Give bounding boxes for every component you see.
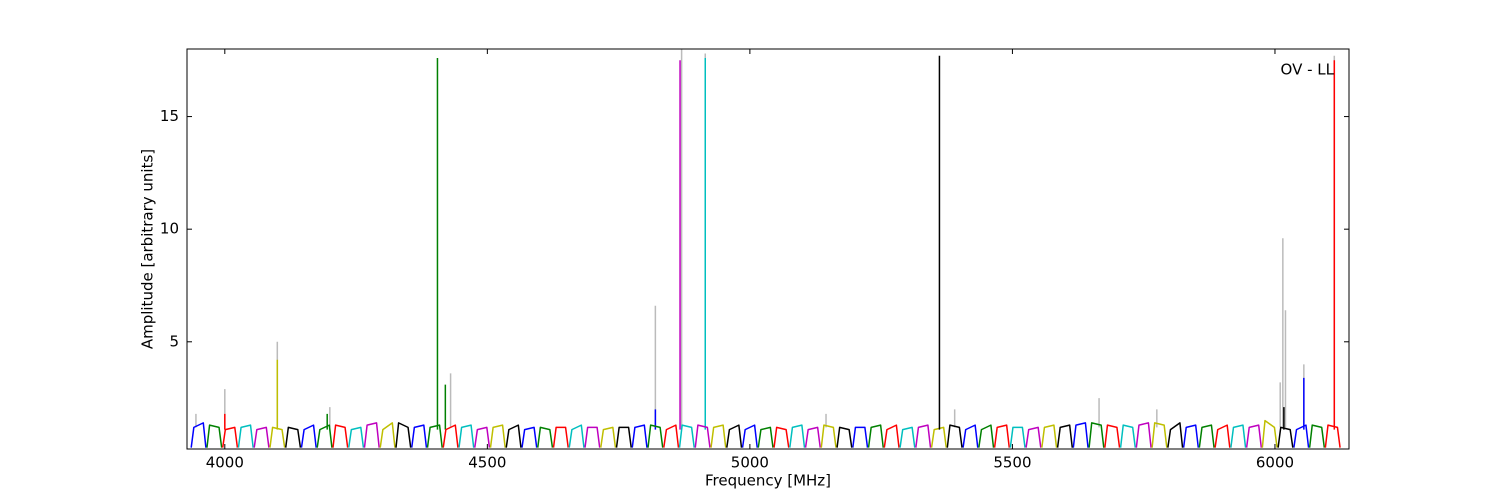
series-line xyxy=(206,58,1326,448)
series-line xyxy=(284,55,1294,448)
x-tick-label: 4500 xyxy=(468,454,506,472)
annotation: OV - LL xyxy=(1281,61,1335,79)
series-line xyxy=(190,377,1310,448)
y-axis-label: Amplitude [arbitrary units] xyxy=(139,149,157,349)
y-tick-label: 10 xyxy=(160,220,179,238)
x-tick-label: 5000 xyxy=(731,454,769,472)
x-tick-label: 5500 xyxy=(993,454,1031,472)
y-tick-label: 5 xyxy=(169,332,179,350)
x-tick-label: 6000 xyxy=(1256,454,1294,472)
plot-area xyxy=(190,49,1341,448)
axes-frame xyxy=(186,48,1350,450)
series-line xyxy=(221,60,1341,448)
series-line xyxy=(237,58,1247,448)
series-line xyxy=(253,60,1263,448)
x-tick-label: 4000 xyxy=(206,454,244,472)
y-tick-label: 15 xyxy=(160,107,179,125)
x-axis-label: Frequency [MHz] xyxy=(705,472,831,490)
